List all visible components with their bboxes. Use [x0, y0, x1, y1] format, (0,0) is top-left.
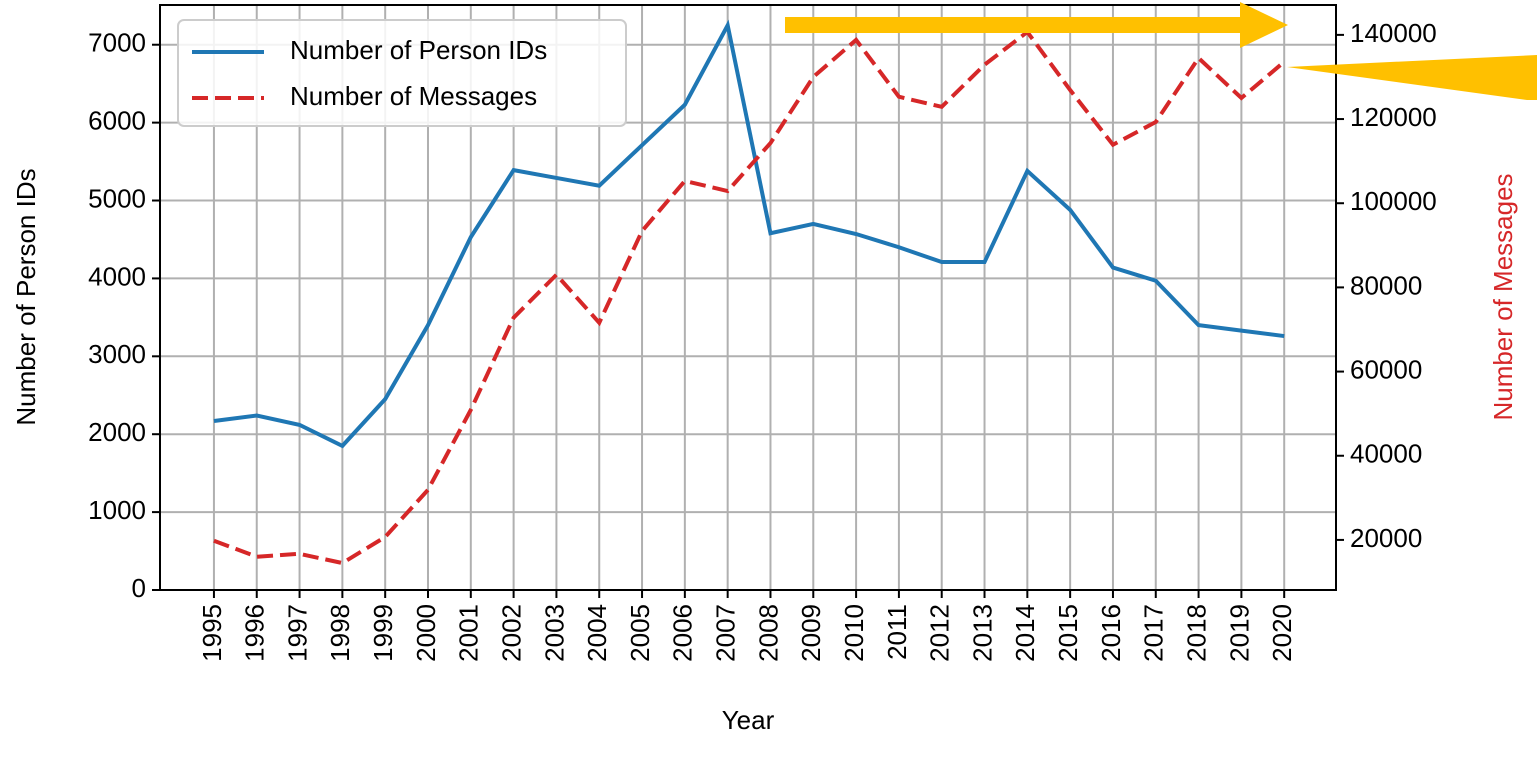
x-tick-label: 1996 — [240, 604, 270, 662]
x-tick-label: 2011 — [882, 604, 912, 660]
x-tick-label: 2009 — [796, 604, 826, 662]
x-tick-label: 1997 — [282, 604, 312, 662]
y-tick-label: 7000 — [88, 28, 146, 58]
x-tick-label: 2007 — [711, 604, 741, 662]
series-line — [213, 19, 1285, 449]
y2-tick-label: 120000 — [1350, 102, 1437, 132]
x-tick-label: 2001 — [454, 604, 484, 662]
x-tick-label: 2019 — [1224, 604, 1254, 662]
x-axis-label: Year — [722, 705, 775, 735]
x-tick-label: 2008 — [753, 604, 783, 662]
x-tick-label: 2017 — [1139, 604, 1169, 662]
plot-frame — [159, 4, 1337, 591]
x-tick-label: 2015 — [1053, 604, 1083, 662]
y2-tick-label: 140000 — [1350, 18, 1437, 48]
x-tick-label: 2020 — [1267, 604, 1297, 662]
annotation-arrow — [1240, 2, 1288, 48]
series-line — [213, 29, 1286, 566]
x-tick-label: 1995 — [197, 604, 227, 662]
x-tick-label: 2002 — [496, 604, 526, 662]
x-tick-label: 2016 — [1096, 604, 1126, 662]
x-tick-label: 2014 — [1010, 604, 1040, 662]
x-tick-label: 2000 — [411, 604, 441, 662]
y-axis-label: Number of Person IDs — [11, 168, 41, 425]
y-tick-label: 5000 — [88, 183, 146, 213]
annotation-arrow — [1287, 55, 1537, 100]
x-tick-label: 2003 — [539, 604, 569, 662]
x-tick-label: 2012 — [925, 604, 955, 662]
y2-tick-label: 60000 — [1350, 354, 1422, 384]
x-tick-label: 2006 — [668, 604, 698, 662]
x-tick-label: 1999 — [368, 604, 398, 662]
y-tick-label: 1000 — [88, 495, 146, 525]
annotation-arrow — [785, 17, 1245, 33]
x-tick-label: 2018 — [1181, 604, 1211, 662]
y-tick-label: 3000 — [88, 339, 146, 369]
y-tick-label: 0 — [132, 573, 146, 603]
x-tick-label: 2010 — [839, 604, 869, 662]
x-tick-label: 2004 — [582, 604, 612, 662]
y2-tick-label: 20000 — [1350, 523, 1422, 553]
x-tick-label: 2013 — [967, 604, 997, 662]
y2-tick-label: 40000 — [1350, 439, 1422, 469]
legend-box — [177, 19, 627, 127]
x-tick-label: 2005 — [625, 604, 655, 662]
x-tick-label: 1998 — [325, 604, 355, 662]
y-tick-label: 2000 — [88, 417, 146, 447]
legend: Number of Person IDs Number of Messages — [177, 19, 627, 127]
y2-tick-label: 80000 — [1350, 270, 1422, 300]
y-tick-label: 4000 — [88, 261, 146, 291]
y2-tick-label: 100000 — [1350, 186, 1437, 216]
y2-axis-label: Number of Messages — [1488, 173, 1518, 420]
legend-label: Number of Messages — [290, 81, 537, 111]
legend-label: Number of Person IDs — [290, 35, 547, 65]
y-tick-label: 6000 — [88, 105, 146, 135]
